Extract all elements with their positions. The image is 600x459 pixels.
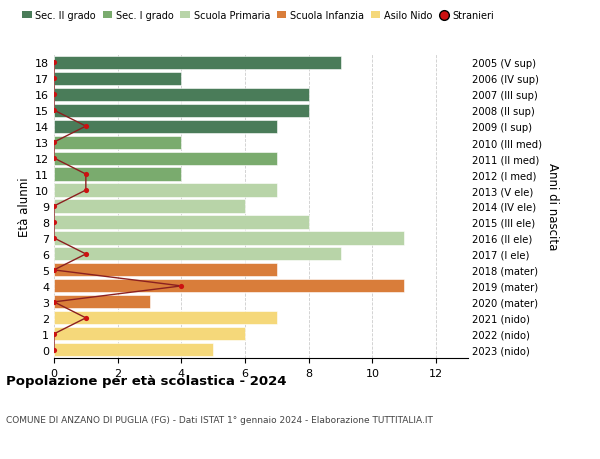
Point <box>81 123 91 130</box>
Point <box>49 75 59 83</box>
Bar <box>54 104 309 118</box>
Point <box>49 139 59 146</box>
Point <box>49 235 59 242</box>
Bar <box>54 312 277 325</box>
Point <box>176 283 186 290</box>
Bar <box>54 216 309 229</box>
Bar <box>54 168 181 181</box>
Point <box>49 219 59 226</box>
Text: Popolazione per età scolastica - 2024: Popolazione per età scolastica - 2024 <box>6 374 287 387</box>
Point <box>49 203 59 210</box>
Bar <box>54 343 213 357</box>
Text: COMUNE DI ANZANO DI PUGLIA (FG) - Dati ISTAT 1° gennaio 2024 - Elaborazione TUTT: COMUNE DI ANZANO DI PUGLIA (FG) - Dati I… <box>6 415 433 425</box>
Point <box>49 298 59 306</box>
Point <box>81 187 91 194</box>
Point <box>81 251 91 258</box>
Bar <box>54 264 277 277</box>
Bar <box>54 136 181 149</box>
Point <box>81 171 91 179</box>
Bar <box>54 232 404 245</box>
Point <box>49 155 59 162</box>
Bar <box>54 280 404 293</box>
Legend: Sec. II grado, Sec. I grado, Scuola Primaria, Scuola Infanzia, Asilo Nido, Stran: Sec. II grado, Sec. I grado, Scuola Prim… <box>18 7 498 25</box>
Bar <box>54 120 277 134</box>
Point <box>49 107 59 115</box>
Bar <box>54 328 245 341</box>
Bar <box>54 248 341 261</box>
Bar <box>54 56 341 70</box>
Point <box>81 314 91 322</box>
Point <box>49 59 59 67</box>
Point <box>49 330 59 338</box>
Bar <box>54 296 149 309</box>
Point <box>49 91 59 99</box>
Y-axis label: Anni di nascita: Anni di nascita <box>546 163 559 250</box>
Point <box>49 267 59 274</box>
Bar <box>54 89 309 101</box>
Point <box>49 347 59 354</box>
Y-axis label: Età alunni: Età alunni <box>18 177 31 236</box>
Bar <box>54 184 277 197</box>
Bar <box>54 73 181 85</box>
Bar <box>54 152 277 165</box>
Bar <box>54 200 245 213</box>
